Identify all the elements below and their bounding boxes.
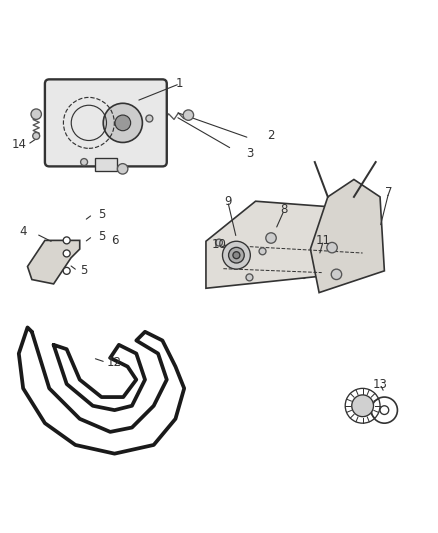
Text: 5: 5 xyxy=(98,208,105,221)
Circle shape xyxy=(81,158,88,166)
Text: 9: 9 xyxy=(224,195,231,208)
Circle shape xyxy=(117,164,128,174)
Circle shape xyxy=(259,248,266,255)
Circle shape xyxy=(327,243,337,253)
Circle shape xyxy=(246,274,253,281)
Text: 11: 11 xyxy=(316,234,331,247)
Circle shape xyxy=(33,133,40,140)
Circle shape xyxy=(380,406,389,415)
Bar xyxy=(95,158,117,171)
Text: 12: 12 xyxy=(107,356,122,369)
Text: 3: 3 xyxy=(246,147,253,160)
Circle shape xyxy=(115,115,131,131)
Text: 5: 5 xyxy=(81,264,88,277)
Circle shape xyxy=(63,250,70,257)
Text: 5: 5 xyxy=(98,230,105,243)
Polygon shape xyxy=(311,180,385,293)
Text: 4: 4 xyxy=(19,225,27,238)
Circle shape xyxy=(266,233,276,243)
Text: 1: 1 xyxy=(176,77,184,90)
Circle shape xyxy=(233,252,240,259)
FancyBboxPatch shape xyxy=(45,79,167,166)
Circle shape xyxy=(183,110,194,120)
Circle shape xyxy=(63,237,70,244)
Text: 8: 8 xyxy=(281,204,288,216)
Circle shape xyxy=(103,103,142,142)
Polygon shape xyxy=(28,240,80,284)
Circle shape xyxy=(352,395,374,417)
Circle shape xyxy=(146,115,153,122)
Circle shape xyxy=(31,109,42,119)
Circle shape xyxy=(223,241,251,269)
Circle shape xyxy=(331,269,342,280)
Text: 10: 10 xyxy=(212,238,226,251)
Circle shape xyxy=(229,247,244,263)
Text: 6: 6 xyxy=(111,234,118,247)
Circle shape xyxy=(63,268,70,274)
Text: 14: 14 xyxy=(11,138,26,151)
Text: 2: 2 xyxy=(268,130,275,142)
Circle shape xyxy=(215,239,223,246)
Text: 13: 13 xyxy=(373,377,388,391)
Text: 7: 7 xyxy=(385,186,392,199)
Polygon shape xyxy=(206,201,371,288)
